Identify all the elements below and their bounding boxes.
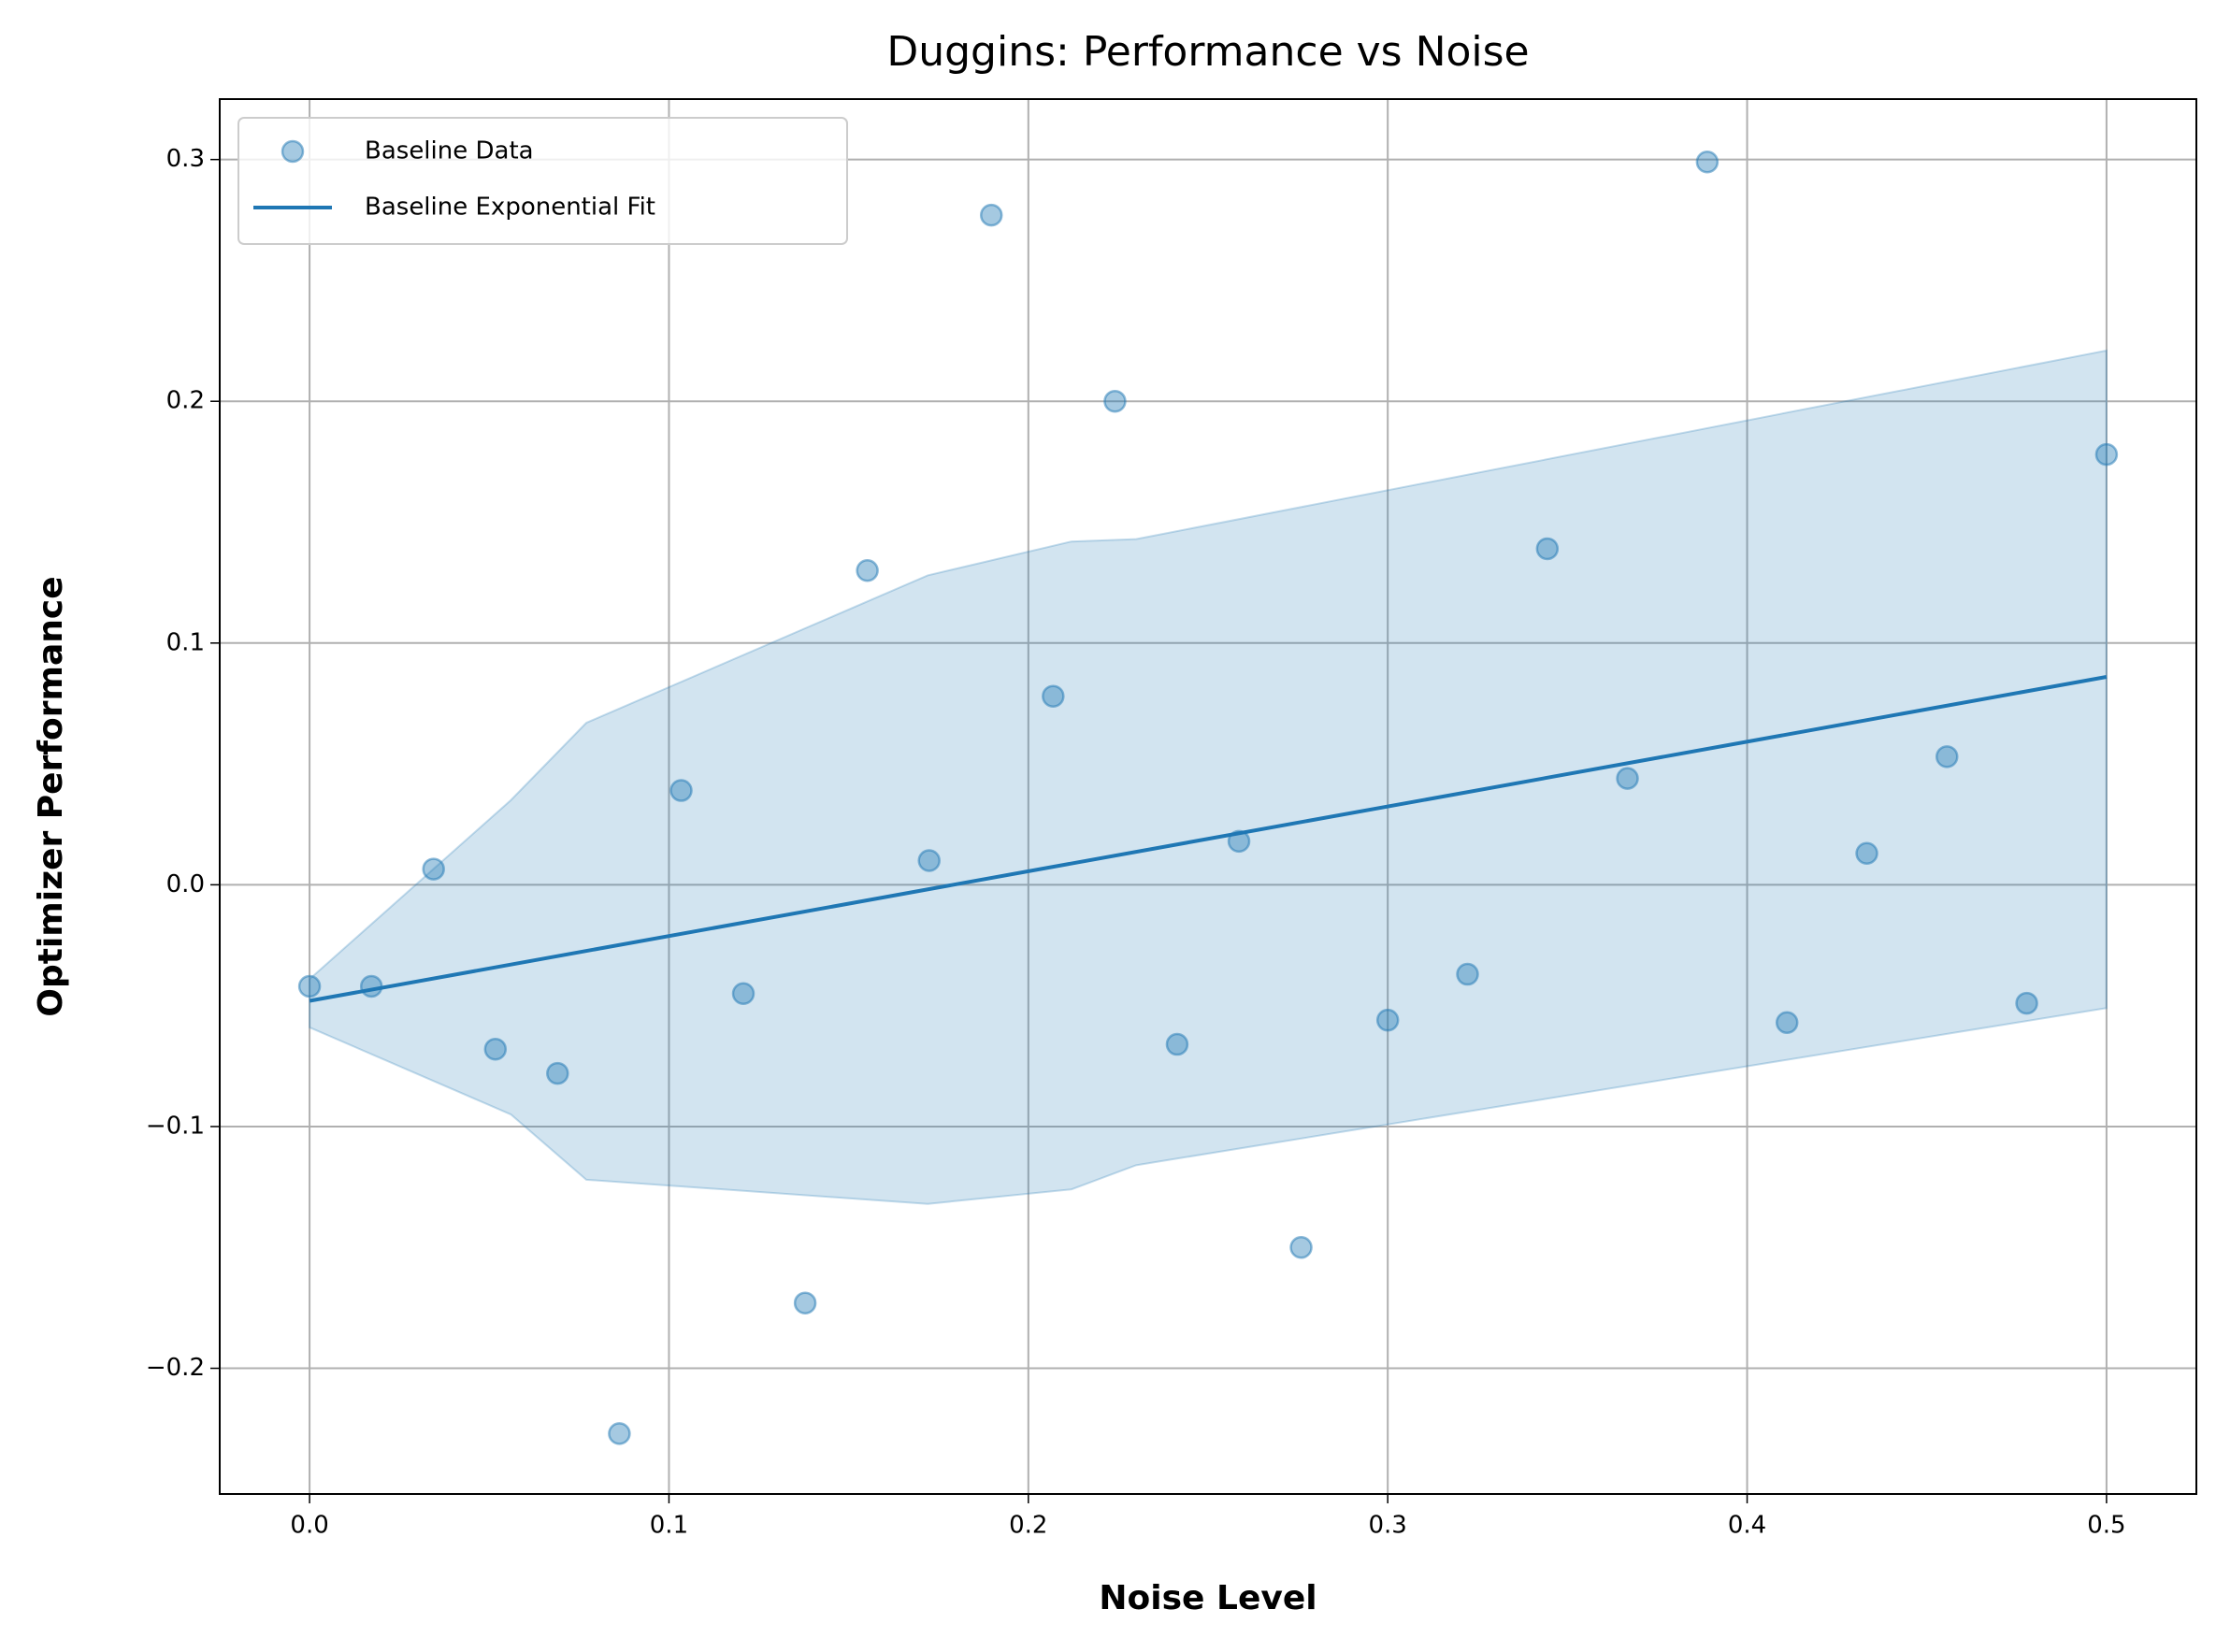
data-point [422, 857, 445, 881]
data-point [1165, 1032, 1189, 1056]
fit-line [309, 675, 2108, 1003]
x-tick-label: 0.3 [1369, 1512, 1407, 1540]
data-point [546, 1061, 569, 1085]
x-tick-label: 0.0 [290, 1512, 328, 1540]
data-point [1042, 684, 1065, 708]
plot-frame [219, 98, 2197, 1495]
x-tick-label: 0.5 [2087, 1512, 2125, 1540]
data-point [359, 974, 383, 998]
legend-box [237, 117, 848, 245]
y-tick-label: 0.0 [166, 870, 205, 898]
data-point [1375, 1008, 1400, 1032]
data-point [1103, 389, 1127, 413]
x-tick-label: 0.1 [650, 1512, 688, 1540]
data-point [1775, 1011, 1799, 1035]
data-point [1695, 150, 1720, 174]
x-axis-label: Noise Level [1099, 1579, 1317, 1617]
y-axis-label: Optimizer Performance [32, 576, 70, 1016]
data-point [483, 1037, 508, 1061]
data-point [917, 849, 941, 872]
y-tick-label: −0.1 [146, 1112, 205, 1140]
data-point [669, 779, 693, 802]
data-point [1456, 962, 1479, 986]
y-tick-label: 0.3 [166, 145, 205, 173]
legend-label: Baseline Data [365, 137, 534, 165]
x-tick-label: 0.4 [1728, 1512, 1766, 1540]
chart-title: Duggins: Performance vs Noise [886, 28, 1529, 76]
y-tick-label: −0.2 [146, 1354, 205, 1382]
data-point [1227, 829, 1251, 854]
y-tick-label: 0.1 [166, 628, 205, 656]
data-point [793, 1291, 817, 1314]
confidence-band [309, 349, 2108, 1205]
data-point [2094, 442, 2119, 467]
data-point [1289, 1235, 1313, 1259]
data-point [856, 558, 879, 582]
y-tick-label: 0.2 [166, 387, 205, 415]
data-point [1535, 537, 1560, 561]
data-point [1855, 841, 1878, 866]
legend-marker [281, 139, 305, 164]
data-point [2015, 991, 2038, 1015]
data-point [731, 982, 755, 1005]
x-tick-label: 0.2 [1009, 1512, 1047, 1540]
legend: Baseline Data Baseline Exponential Fit [237, 117, 848, 245]
data-point [297, 974, 322, 998]
data-point [1616, 767, 1639, 790]
data-point [1935, 745, 1959, 769]
legend-label: Baseline Exponential Fit [365, 194, 655, 222]
data-point [608, 1422, 631, 1445]
data-point [979, 203, 1003, 227]
